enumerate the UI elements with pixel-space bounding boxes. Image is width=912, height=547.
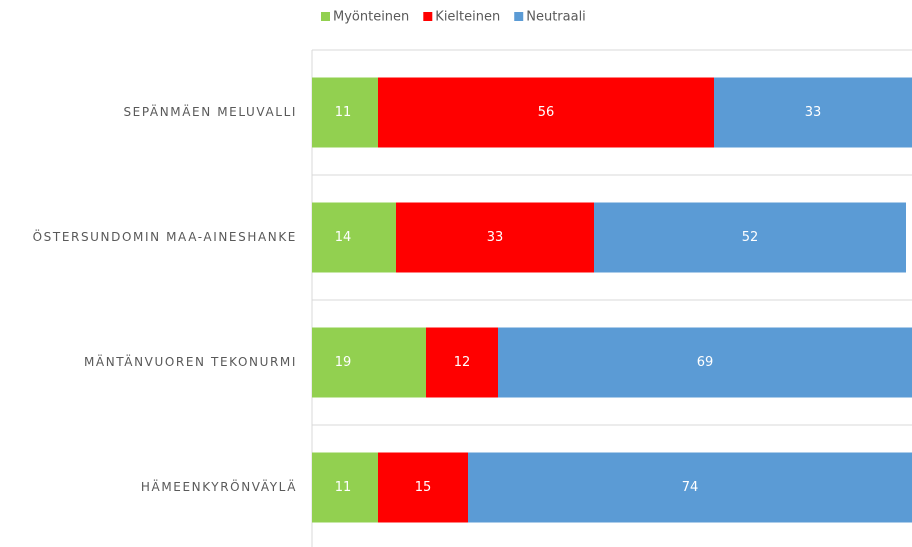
bar-segment — [396, 202, 594, 273]
bar-segment — [714, 77, 912, 148]
bar-segment — [312, 452, 378, 523]
bar-segment — [378, 452, 468, 523]
bar-segment — [378, 77, 714, 148]
legend-label: Neutraali — [526, 10, 586, 25]
category-label: MÄNTÄNVUOREN TEKONURMI — [84, 354, 297, 369]
bar-segment — [468, 452, 912, 523]
bar-segment — [312, 327, 426, 398]
data-label: 74 — [682, 480, 699, 495]
category-label: ÖSTERSUNDOMIN MAA-AINESHANKE — [33, 228, 297, 244]
bar-segment — [426, 327, 498, 398]
legend-label: Kielteinen — [435, 10, 500, 25]
bar-segment — [312, 77, 378, 148]
data-label: 14 — [335, 230, 352, 245]
data-label: 11 — [335, 480, 352, 495]
category-label: SEPÄNMÄEN MELUVALLI — [123, 104, 297, 119]
bar-segment — [594, 202, 906, 273]
data-label: 56 — [538, 105, 555, 120]
data-label: 33 — [805, 105, 822, 120]
data-label: 12 — [454, 355, 471, 370]
legend-label: Myönteinen — [333, 10, 409, 25]
data-label: 19 — [335, 355, 352, 370]
legend-swatch — [321, 12, 330, 21]
data-label: 69 — [697, 355, 714, 370]
category-label: HÄMEENKYRÖNVÄYLÄ — [141, 478, 297, 494]
bar-segment — [312, 202, 396, 273]
legend-swatch — [514, 12, 524, 21]
data-label: 15 — [415, 480, 432, 495]
data-label: 33 — [487, 230, 504, 245]
bar-segment — [498, 327, 912, 398]
data-label: 52 — [742, 230, 759, 245]
legend-swatch — [423, 12, 433, 21]
data-label: 11 — [335, 105, 352, 120]
